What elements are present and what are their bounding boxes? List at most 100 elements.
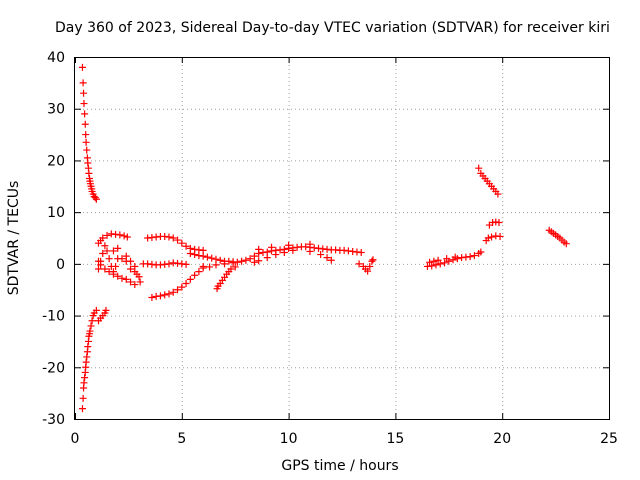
data-point <box>82 131 90 139</box>
data-point <box>436 260 444 268</box>
data-point <box>79 394 87 402</box>
data-point <box>426 258 434 266</box>
x-tick-label: 25 <box>600 431 618 447</box>
data-point <box>118 255 126 263</box>
data-point <box>199 252 207 260</box>
data-point <box>216 256 224 264</box>
data-point <box>186 275 194 283</box>
data-point <box>78 63 86 71</box>
data-points <box>78 63 570 413</box>
data-point <box>116 231 124 239</box>
data-point <box>213 285 221 293</box>
data-point <box>118 274 126 282</box>
data-point <box>81 120 89 128</box>
series-upper-hump <box>144 232 207 254</box>
data-point <box>470 252 478 260</box>
data-point <box>80 89 88 97</box>
data-point <box>131 262 139 270</box>
data-point <box>250 252 258 260</box>
data-point <box>78 405 86 413</box>
data-point <box>208 254 216 262</box>
data-point <box>169 234 177 242</box>
data-point <box>272 251 280 259</box>
data-point <box>123 233 131 241</box>
data-point <box>255 245 263 253</box>
data-point <box>174 286 182 294</box>
data-point <box>92 195 100 203</box>
data-point <box>364 267 372 275</box>
data-point <box>475 164 483 172</box>
data-point <box>221 260 229 268</box>
y-tick-label: 20 <box>47 153 65 169</box>
series-late-band <box>423 248 485 270</box>
y-tick-label: -30 <box>42 412 65 428</box>
data-point <box>430 257 438 265</box>
data-point <box>97 261 105 269</box>
data-point <box>182 280 190 288</box>
series-early-decay-lower <box>78 306 110 413</box>
data-point <box>368 257 376 265</box>
plot-frame <box>74 57 610 420</box>
data-point <box>289 246 297 254</box>
data-point <box>85 169 93 177</box>
data-point <box>355 260 363 268</box>
data-point <box>451 253 459 261</box>
data-point <box>127 265 135 273</box>
data-point <box>83 353 91 361</box>
data-point <box>496 232 504 240</box>
x-tick-label: 0 <box>71 431 80 447</box>
data-point <box>366 262 374 270</box>
x-tick-label: 10 <box>280 431 298 447</box>
data-point <box>178 283 186 291</box>
data-point <box>323 254 331 262</box>
data-point <box>165 233 173 241</box>
data-point <box>488 233 496 241</box>
y-tick-label: 30 <box>47 102 65 118</box>
data-point <box>120 232 128 240</box>
y-tick-label: -20 <box>42 360 65 376</box>
data-point <box>441 259 449 267</box>
series-lower-hump <box>148 264 207 301</box>
data-point <box>169 288 177 296</box>
series-night-segment <box>545 226 570 248</box>
data-point <box>92 306 100 314</box>
data-point <box>263 254 271 262</box>
x-tick-label: 20 <box>493 431 511 447</box>
data-point <box>112 262 120 270</box>
data-point <box>227 265 235 273</box>
data-point <box>114 244 122 252</box>
data-point <box>101 265 109 273</box>
data-point <box>562 240 570 248</box>
data-point <box>229 259 237 267</box>
data-point <box>432 261 440 269</box>
axis-ticks <box>75 57 610 420</box>
data-point <box>191 251 199 259</box>
data-point <box>165 260 173 268</box>
data-point <box>203 253 211 261</box>
chart-title: Day 360 of 2023, Sidereal Day-to-day VTE… <box>55 20 610 36</box>
series-early-decay-upper <box>78 63 100 203</box>
data-point <box>99 234 107 242</box>
data-point <box>94 265 102 273</box>
data-point <box>87 322 95 330</box>
data-point <box>443 255 451 263</box>
data-point <box>250 258 258 266</box>
data-point <box>86 327 94 335</box>
data-point <box>80 379 88 387</box>
data-point <box>103 231 111 239</box>
series-evening-drop <box>355 256 377 275</box>
x-tick-label: 15 <box>386 431 404 447</box>
x-tick-labels: 0 5 10 15 20 25 <box>71 431 618 447</box>
data-point <box>122 275 130 283</box>
data-point <box>156 292 164 300</box>
data-point <box>109 270 117 278</box>
data-point <box>178 239 186 247</box>
data-point <box>84 159 92 167</box>
data-point <box>477 248 485 256</box>
y-tick-label: 40 <box>47 50 65 66</box>
x-axis-label: GPS time / hours <box>281 458 398 474</box>
data-point <box>122 252 130 260</box>
data-point <box>182 242 190 250</box>
data-point <box>369 256 377 264</box>
